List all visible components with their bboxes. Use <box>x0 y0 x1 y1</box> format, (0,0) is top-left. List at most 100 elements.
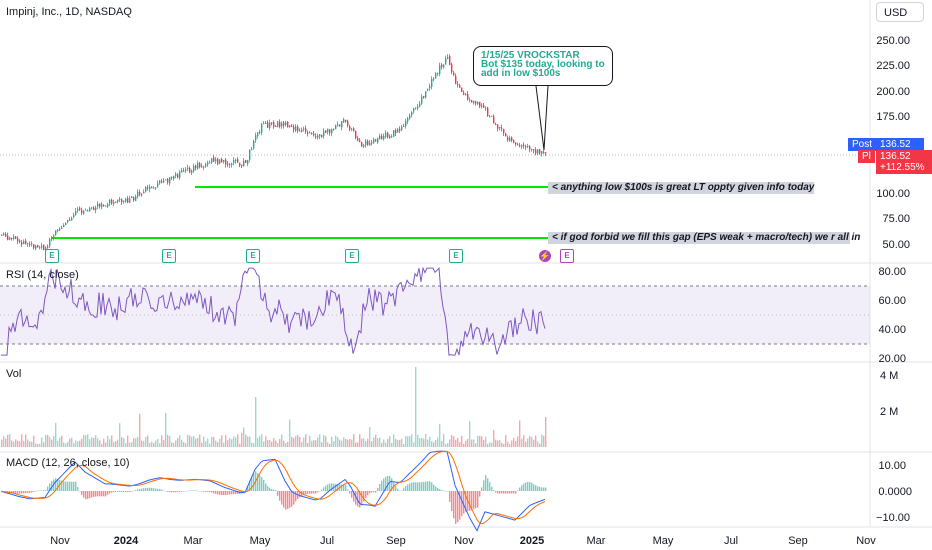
volume-bar <box>259 435 261 447</box>
macd-histogram-bar <box>391 478 393 491</box>
volume-bar <box>447 443 449 447</box>
volume-bar <box>109 439 111 447</box>
macd-histogram-bar <box>11 491 13 494</box>
volume-bar <box>389 436 391 447</box>
volume-bar <box>91 437 93 447</box>
price-axis-label: 250.00 <box>876 35 910 47</box>
earnings-upcoming-icon[interactable]: E <box>560 249 574 263</box>
price-candle-body <box>89 207 91 212</box>
macd-histogram-bar <box>345 484 347 491</box>
price-candle-body <box>83 210 85 214</box>
price-candle-body <box>403 125 405 127</box>
macd-histogram-bar <box>433 484 435 491</box>
price-candle-body <box>73 215 75 218</box>
macd-histogram-bar <box>265 483 267 491</box>
price-candle-body <box>81 210 83 213</box>
price-candle-body <box>9 237 11 240</box>
macd-signal-line <box>0 450 546 525</box>
price-candle-body <box>303 128 305 130</box>
price-axis-label: 50.00 <box>882 239 910 251</box>
earnings-icon[interactable]: E <box>162 249 176 263</box>
price-candle-body <box>285 122 287 125</box>
macd-histogram-bar <box>9 491 11 493</box>
price-candle-body <box>513 140 515 143</box>
volume-bar <box>405 436 407 447</box>
earnings-icon[interactable]: E <box>45 249 59 263</box>
volume-bar <box>295 436 297 447</box>
volume-label: Vol <box>6 368 22 380</box>
volume-bar <box>31 441 33 447</box>
macd-histogram-bar <box>419 482 421 491</box>
volume-bar <box>359 434 361 447</box>
macd-histogram-bar <box>359 491 361 508</box>
volume-bar <box>341 440 343 447</box>
volume-bar <box>251 442 253 447</box>
macd-histogram-bar <box>541 487 543 491</box>
volume-bar <box>519 420 521 447</box>
volume-bar <box>315 440 317 447</box>
volume-bar <box>203 436 205 447</box>
price-candle-body <box>255 135 257 141</box>
volume-bar <box>367 438 369 447</box>
volume-bar <box>201 442 203 447</box>
price-candle-body <box>229 164 231 166</box>
price-candle-body <box>175 173 177 177</box>
price-candle-body <box>279 122 281 127</box>
volume-bar <box>437 437 439 447</box>
volume-bar <box>521 438 523 447</box>
volume-bar <box>59 437 61 447</box>
volume-bar <box>179 435 181 447</box>
price-candle-body <box>257 132 259 137</box>
earnings-icon[interactable]: E <box>449 249 463 263</box>
price-candle-body <box>173 176 175 179</box>
macd-histogram-bar <box>97 491 99 497</box>
macd-histogram-bar <box>269 487 271 491</box>
currency-selector[interactable]: USD <box>876 2 924 22</box>
macd-histogram-bar <box>415 482 417 491</box>
volume-bar <box>275 440 277 447</box>
price-candle-body <box>193 166 195 172</box>
earnings-icon[interactable]: E <box>345 249 359 263</box>
price-candle-body <box>497 124 499 129</box>
macd-histogram-bar <box>15 491 17 494</box>
volume-bar <box>525 441 527 447</box>
macd-histogram-bar <box>439 489 441 491</box>
earnings-icon[interactable]: E <box>246 249 260 263</box>
volume-bar <box>375 434 377 447</box>
price-candle-body <box>335 125 337 130</box>
price-candle-body <box>499 126 501 129</box>
price-candle-body <box>377 138 379 143</box>
note-callout[interactable] <box>473 46 613 86</box>
time-axis-label: Nov <box>50 535 70 547</box>
price-candle-body <box>31 243 33 245</box>
dividend-split-icon[interactable]: ⚡ <box>539 250 551 262</box>
price-candle-body <box>217 158 219 165</box>
price-candle-body <box>171 176 173 178</box>
volume-bar <box>273 438 275 447</box>
volume-bar <box>3 436 5 447</box>
volume-bar <box>169 435 171 447</box>
macd-histogram-bar <box>423 481 425 491</box>
price-candle-body <box>57 229 59 232</box>
volume-bar <box>483 439 485 447</box>
time-axis-label: May <box>653 535 674 547</box>
volume-bar <box>221 435 223 447</box>
volume-bar <box>183 442 185 447</box>
volume-bar <box>319 434 321 447</box>
annotation-gap-fill[interactable]: < if god forbid we fill this gap (EPS we… <box>548 232 860 244</box>
price-candle-body <box>521 144 523 147</box>
price-candle-body <box>409 115 411 119</box>
volume-bar <box>299 436 301 447</box>
macd-histogram-bar <box>449 491 451 502</box>
price-candle-body <box>427 88 429 91</box>
macd-histogram-bar <box>195 490 197 491</box>
macd-histogram-bar <box>309 491 311 494</box>
volume-bar <box>503 443 505 447</box>
price-candle-body <box>511 137 513 141</box>
macd-histogram-bar <box>111 491 113 493</box>
volume-bar <box>279 438 281 447</box>
annotation-low-100s[interactable]: < anything low $100s is great LT oppty g… <box>548 182 814 194</box>
macd-histogram-bar <box>115 491 117 492</box>
macd-histogram-bar <box>27 491 29 493</box>
